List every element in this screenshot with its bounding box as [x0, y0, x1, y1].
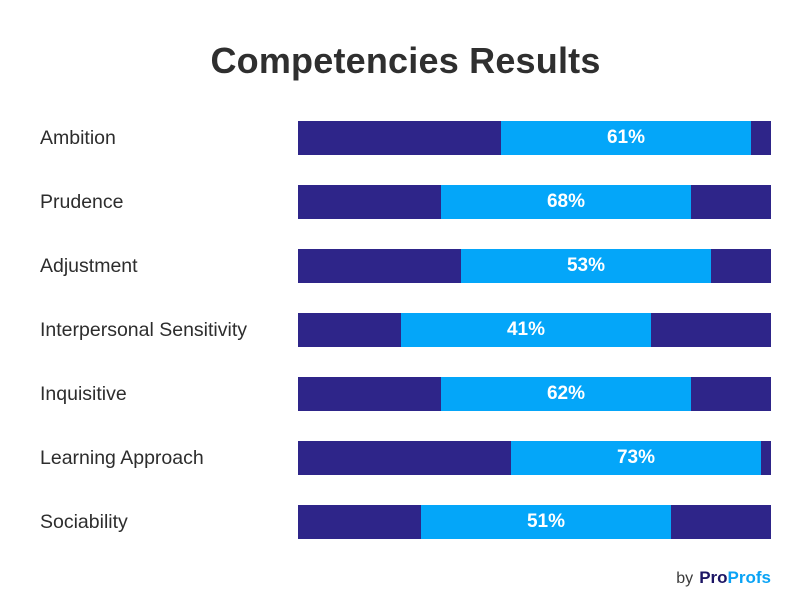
category-label: Prudence: [40, 191, 124, 213]
value-label: 61%: [606, 127, 646, 148]
bar-highlight: [501, 121, 751, 155]
value-label: 68%: [546, 191, 586, 212]
bar-track: 62%: [298, 377, 771, 411]
bar-track: 68%: [298, 185, 771, 219]
category-label: Inquisitive: [40, 383, 127, 405]
value-label: 73%: [616, 447, 656, 468]
bar-highlight: [441, 377, 691, 411]
bar-highlight: [441, 185, 691, 219]
bar-highlight: [461, 249, 711, 283]
bar-highlight: [401, 313, 651, 347]
category-label: Sociability: [40, 511, 128, 533]
bar-track: 41%: [298, 313, 771, 347]
bar-highlight: [511, 441, 761, 475]
value-label: 62%: [546, 383, 586, 404]
value-label: 51%: [526, 511, 566, 532]
footer-by-text: by: [676, 570, 694, 587]
chart-title: Competencies Results: [210, 40, 601, 81]
bar-track: 73%: [298, 441, 771, 475]
brand-logo-pro: Pro: [699, 568, 728, 587]
bar-track: 51%: [298, 505, 771, 539]
footer-attribution: by ProProfs: [676, 568, 771, 588]
bar-track: 61%: [298, 121, 771, 155]
value-label: 41%: [506, 319, 546, 340]
category-label: Adjustment: [40, 255, 138, 277]
value-label: 53%: [566, 255, 606, 276]
category-label: Ambition: [40, 127, 116, 149]
brand-logo-profs: Profs: [727, 568, 771, 587]
category-label: Interpersonal Sensitivity: [40, 319, 248, 341]
bar-highlight: [421, 505, 671, 539]
category-label: Learning Approach: [40, 447, 204, 469]
bar-track: 53%: [298, 249, 771, 283]
